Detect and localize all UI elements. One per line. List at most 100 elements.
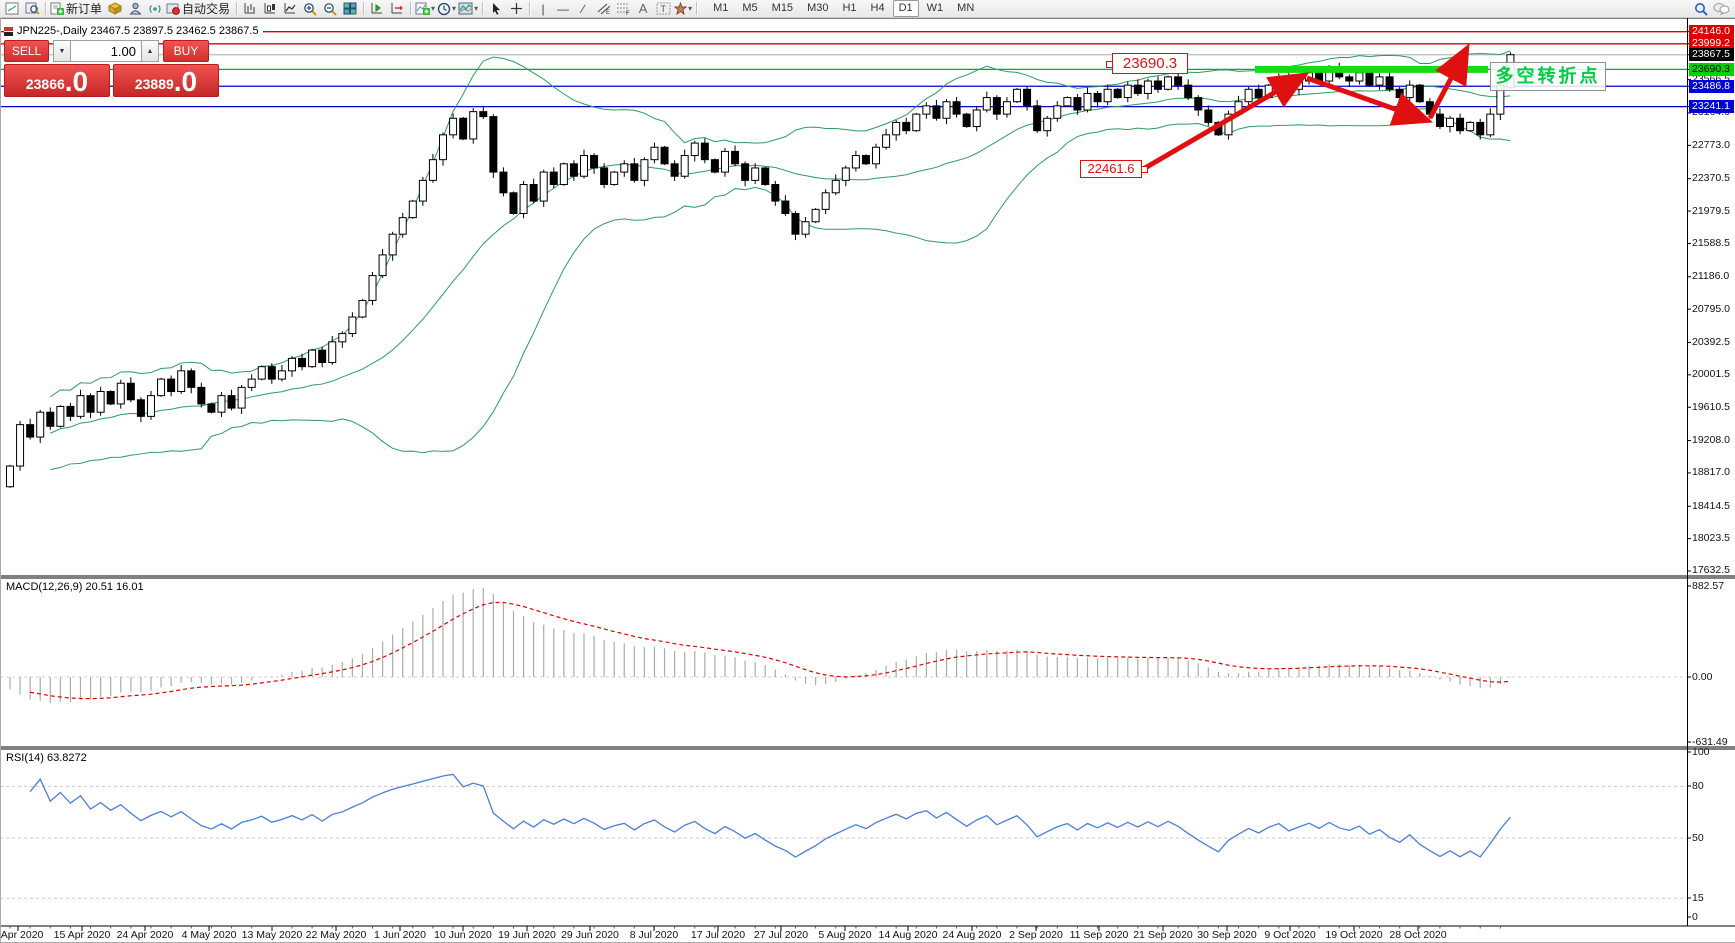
price-tick-label: 19208.0 [1692,434,1730,447]
equidistant-channel-icon[interactable]: E [594,1,612,17]
cursor-icon[interactable] [487,1,505,17]
timeframe-m5[interactable]: M5 [742,2,758,14]
date-tick-label: 9 Oct 2020 [1264,929,1316,941]
candles-group [6,52,1515,488]
trend-arrows[interactable] [1143,43,1470,171]
timeframe-m30[interactable]: M30 [807,2,829,14]
price-tick-label: 21186.0 [1692,270,1730,283]
date-tick-label: 15 Apr 2020 [53,929,111,941]
timeframe-w1[interactable]: W1 [926,2,944,14]
timeframe-h1[interactable]: H1 [842,2,857,14]
community-icon[interactable] [126,1,144,17]
rsi-scale-label: 100 [1692,745,1710,758]
volume-decrease-button[interactable]: ▼ [53,40,70,62]
macd-scale-label: 882.57 [1692,579,1725,592]
templates-button[interactable]: ▾ [458,1,478,17]
chart-title: JPN225-,Daily 23467.5 23897.5 23462.5 23… [4,25,263,37]
date-tick-label: 4 May 2020 [181,929,237,941]
sell-button[interactable]: SELL [4,40,49,62]
fibonacci-icon[interactable]: F [614,1,632,17]
chat-icon[interactable] [1712,1,1730,17]
candlestick-chart-icon[interactable] [261,1,279,17]
date-tick-label: 11 Sep 2020 [1069,929,1129,941]
horizontal-line-icon[interactable]: — [557,1,570,16]
buy-price: 23889 [134,76,174,92]
date-tick-label: 14 Aug 2020 [878,929,938,941]
market-depth-icon[interactable] [106,1,124,17]
rsi-scale-label: 0 [1692,910,1698,923]
chart-profiles-icon[interactable] [23,1,41,17]
price-badge: 24146.0 [1689,25,1734,39]
price-tick-label: 21979.5 [1692,204,1730,217]
chart-shift-icon[interactable] [368,1,386,17]
rsi-scale-label: 80 [1692,779,1704,792]
timeframe-m15[interactable]: M15 [771,2,794,14]
date-tick-label: 13 May 2020 [241,929,303,941]
periods-button[interactable]: ▾ [437,1,456,17]
zoom-out-icon[interactable] [321,1,339,17]
tile-windows-icon[interactable] [341,1,359,17]
auto-scroll-icon[interactable] [388,1,406,17]
chevron-down-icon: ▾ [452,4,457,13]
date-tick-label: 10 Jun 2020 [434,929,492,941]
trendline-icon[interactable]: ∕ [582,1,585,16]
toolbar-separator [482,2,484,15]
price-badge: 23486.8 [1689,79,1734,93]
bar-chart-icon[interactable] [241,1,259,17]
svg-text:E: E [606,10,610,15]
resistance-price-label[interactable]: 23690.3 [1106,53,1188,74]
text-icon[interactable]: A [638,0,648,16]
timeframe-d1[interactable]: D1 [892,0,919,17]
autotrade-button[interactable]: 自动交易 [166,1,232,17]
support-price-label[interactable]: 22461.6 [1080,160,1148,178]
search-icon[interactable] [1692,1,1710,17]
zoom-in-icon[interactable] [301,1,319,17]
price-badge: 23690.3 [1689,62,1734,76]
date-tick-label: 24 Apr 2020 [116,929,174,941]
volume-increase-button[interactable]: ▲ [142,40,159,62]
price-tick-label: 23164.0 [1692,106,1730,119]
toolbar-separator [529,2,531,15]
price-tick-label: 20795.0 [1692,302,1730,315]
sell-price-fraction: .0 [64,66,89,97]
rsi-grid [0,785,1687,899]
volume-input[interactable]: 1.00 [70,40,142,62]
date-tick-label: 17 Jul 2020 [690,929,746,941]
macd-histogram [9,588,1512,703]
arrows-icon[interactable]: ▾ [674,1,692,17]
date-tick-label: 19 Jun 2020 [498,929,556,941]
svg-text:T: T [660,4,666,14]
timeframe-m1[interactable]: M1 [713,2,729,14]
buy-price-box[interactable]: 23889 .0 [113,64,219,97]
timeframe-h4[interactable]: H4 [870,2,885,14]
main-toolbar: 新订单 自动交易 ▾ ▾ [0,0,1735,18]
new-chart-icon[interactable] [3,1,21,17]
crosshair-icon[interactable] [507,1,525,17]
signal-icon[interactable] [146,1,164,17]
timeframe-mn[interactable]: MN [957,2,975,14]
toolbar-separator [236,2,238,15]
new-order-button[interactable]: 新订单 [50,1,104,17]
chart-symbol-icon [4,26,13,36]
buy-price-fraction: .0 [173,66,198,97]
macd-signal-line [30,601,1511,700]
price-badge: 23241.1 [1689,100,1734,114]
bollinger-bands [49,50,1511,471]
svg-text:F: F [626,11,630,15]
rsi-label: RSI(14) 63.8272 [6,752,87,764]
price-tick-label: 19610.5 [1692,400,1730,413]
text-label-icon[interactable]: T [654,1,672,17]
turning-point-note[interactable]: 多空转折点 [1490,62,1606,91]
resistance-zone-bar[interactable] [1255,65,1488,73]
indicators-button[interactable]: ▾ [415,1,435,17]
buy-button[interactable]: BUY [163,40,209,62]
sell-price: 23866 [25,76,65,92]
sell-price-box[interactable]: 23866 .0 [4,64,110,97]
rsi-scale-label: 15 [1692,891,1704,904]
vertical-line-icon[interactable]: | [541,1,545,16]
price-tick-label: 17632.5 [1692,564,1730,577]
line-chart-icon[interactable] [281,1,299,17]
price-tick-label: 18817.0 [1692,466,1730,479]
